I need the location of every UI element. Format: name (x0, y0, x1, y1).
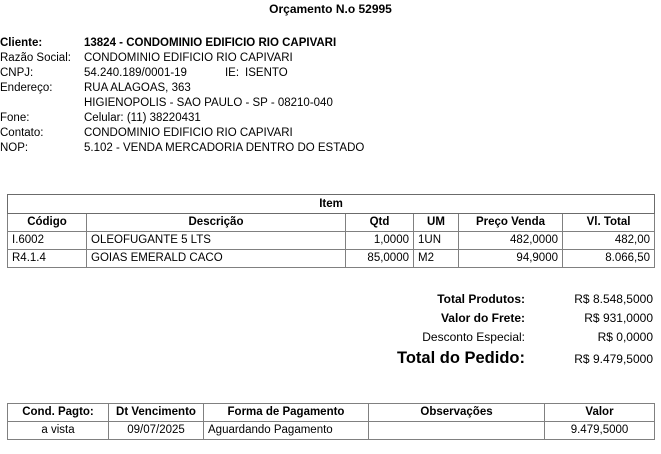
totals-label-desconto-especial: Desconto Especial: (422, 330, 525, 344)
info-value-razao-social: CONDOMINIO EDIFICIO RIO CAPIVARI (84, 52, 293, 64)
item-um: M2 (413, 249, 459, 268)
info-label-contato: Contato: (0, 127, 44, 139)
info-value-endereco-cidade: HIGIENOPOLIS - SAO PAULO - SP - 08210-04… (84, 97, 333, 109)
items-col-header-vl-total: Vl. Total (561, 213, 656, 232)
items-table: Item Código Descrição Qtd UM Preço Venda… (6, 194, 656, 268)
info-label-endereco: Endereço: (0, 82, 53, 94)
item-descricao: GOIAS EMERALD CACO (86, 249, 346, 268)
info-row-razao-social: Razão Social: CONDOMINIO EDIFICIO RIO CA… (0, 51, 470, 66)
info-value-endereco: RUA ALAGOAS, 363 (84, 82, 191, 94)
info-row-fone: Fone: Celular: (11) 38220431 (0, 111, 470, 126)
info-label-fone: Fone: (0, 112, 30, 124)
payment-col-header-forma-pagamento: Forma de Pagamento (203, 403, 369, 422)
info-value-cliente: 13824 - CONDOMINIO EDIFICIO RIO CAPIVARI (84, 37, 337, 49)
items-table-group-header: Item (6, 194, 656, 214)
payment-table-header-row: Cond. Pagto: Dt Vencimento Forma de Paga… (7, 403, 655, 422)
item-descricao: OLEOFUGANTE 5 LTS (86, 231, 346, 250)
payment-valor: 9.479,5000 (544, 421, 655, 440)
payment-dt-vencimento: 09/07/2025 (108, 421, 204, 440)
item-um: 1UN (413, 231, 459, 250)
info-row-endereco-cont: HIGIENOPOLIS - SAO PAULO - SP - 08210-04… (0, 96, 470, 111)
payment-cond-pagto: a vista (7, 421, 109, 440)
item-vl-total: 8.066,50 (561, 249, 656, 268)
items-table-header-row: Código Descrição Qtd UM Preço Venda Vl. … (7, 213, 656, 232)
item-qtd: 1,0000 (345, 231, 414, 250)
totals-label-valor-frete: Valor do Frete: (440, 311, 525, 325)
payment-col-header-dt-vencimento: Dt Vencimento (108, 403, 204, 422)
totals-block: Total Produtos: R$ 8.548,5000 Valor do F… (396, 292, 653, 375)
info-label-cnpj: CNPJ: (0, 67, 34, 79)
table-row: I.6002 OLEOFUGANTE 5 LTS 1,0000 1UN 482,… (7, 231, 656, 250)
info-value-nop: 5.102 - VENDA MERCADORIA DENTRO DO ESTAD… (84, 142, 365, 154)
info-value-fone: Celular: (11) 38220431 (84, 112, 201, 124)
item-preco-venda: 482,0000 (458, 231, 563, 250)
info-label-cliente: Cliente: (0, 37, 43, 49)
totals-row-desconto-especial: Desconto Especial: R$ 0,0000 (400, 330, 653, 349)
payment-col-header-cond-pagto: Cond. Pagto: (7, 403, 109, 422)
items-col-header-um: UM (413, 213, 459, 232)
payment-col-header-observacoes: Observações (368, 403, 545, 422)
info-value-cnpj: 54.240.189/0001-19 (84, 67, 187, 79)
info-label-nop: NOP: (0, 142, 29, 154)
info-row-contato: Contato: CONDOMINIO EDIFICIO RIO CAPIVAR… (0, 126, 470, 141)
page-title: Orçamento N.o 52995 (269, 2, 392, 16)
info-row-endereco: Endereço: RUA ALAGOAS, 363 (0, 81, 470, 96)
items-table-group-header-row: Item (6, 194, 656, 214)
item-qtd: 85,0000 (345, 249, 414, 268)
totals-row-total-pedido: Total do Pedido: R$ 9.479,5000 (396, 349, 653, 375)
items-col-header-preco-venda: Preço Venda (458, 213, 563, 232)
table-row: a vista 09/07/2025 Aguardando Pagamento … (7, 421, 655, 440)
items-col-header-codigo: Código (7, 213, 87, 232)
info-label-ie: IE: (224, 67, 240, 79)
totals-value-total-pedido: R$ 9.479,5000 (574, 352, 653, 366)
items-col-header-qtd: Qtd (345, 213, 414, 232)
items-col-header-descricao: Descrição (86, 213, 346, 232)
info-label-razao-social: Razão Social: (0, 52, 71, 64)
table-row: R4.1.4 GOIAS EMERALD CACO 85,0000 M2 94,… (7, 249, 656, 268)
info-row-cliente: Cliente: 13824 - CONDOMINIO EDIFICIO RIO… (0, 36, 470, 51)
client-info-block: Cliente: 13824 - CONDOMINIO EDIFICIO RIO… (0, 36, 470, 156)
item-preco-venda: 94,9000 (458, 249, 563, 268)
info-row-cnpj: CNPJ: 54.240.189/0001-19 IE: ISENTO (0, 66, 470, 81)
payment-conditions-table: Cond. Pagto: Dt Vencimento Forma de Paga… (7, 403, 655, 440)
totals-label-total-pedido: Total do Pedido: (396, 349, 525, 367)
payment-observacoes (368, 421, 545, 440)
item-codigo: R4.1.4 (7, 249, 87, 268)
info-value-ie: ISENTO (245, 67, 288, 79)
item-vl-total: 482,00 (561, 231, 656, 250)
totals-value-total-produtos: R$ 8.548,5000 (574, 292, 653, 306)
totals-label-total-produtos: Total Produtos: (437, 292, 525, 306)
info-value-contato: CONDOMINIO EDIFICIO RIO CAPIVARI (84, 127, 293, 139)
payment-col-header-valor: Valor (544, 403, 655, 422)
payment-forma-pagamento: Aguardando Pagamento (203, 421, 369, 440)
totals-row-valor-frete: Valor do Frete: R$ 931,0000 (400, 311, 653, 330)
totals-row-total-produtos: Total Produtos: R$ 8.548,5000 (400, 292, 653, 311)
info-row-nop: NOP: 5.102 - VENDA MERCADORIA DENTRO DO … (0, 141, 470, 156)
totals-value-desconto-especial: R$ 0,0000 (597, 330, 653, 344)
item-codigo: I.6002 (7, 231, 87, 250)
totals-value-valor-frete: R$ 931,0000 (584, 311, 653, 325)
